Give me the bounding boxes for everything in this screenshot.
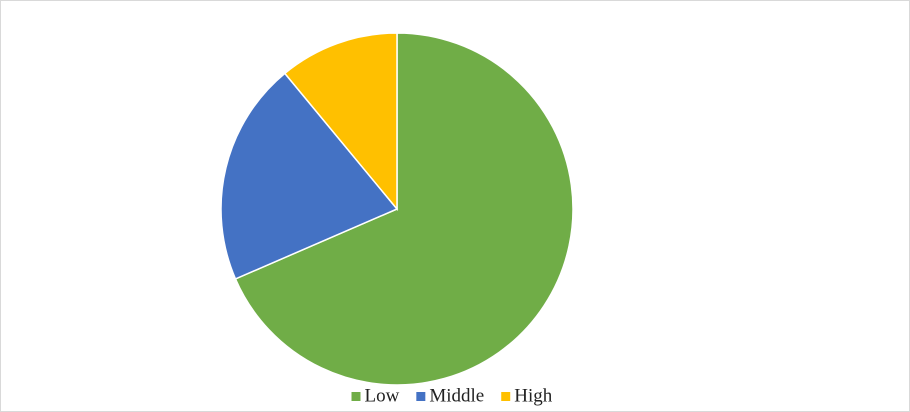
legend-label: Low (365, 385, 400, 406)
pie-slice (234, 32, 574, 386)
legend-label: Middle (429, 385, 484, 406)
pie-slice (220, 72, 399, 280)
legend-swatch (416, 392, 426, 401)
legend-label: High (514, 385, 553, 406)
legend-swatch (351, 392, 361, 401)
pie-slice (283, 32, 398, 212)
legend-swatch (501, 392, 511, 401)
